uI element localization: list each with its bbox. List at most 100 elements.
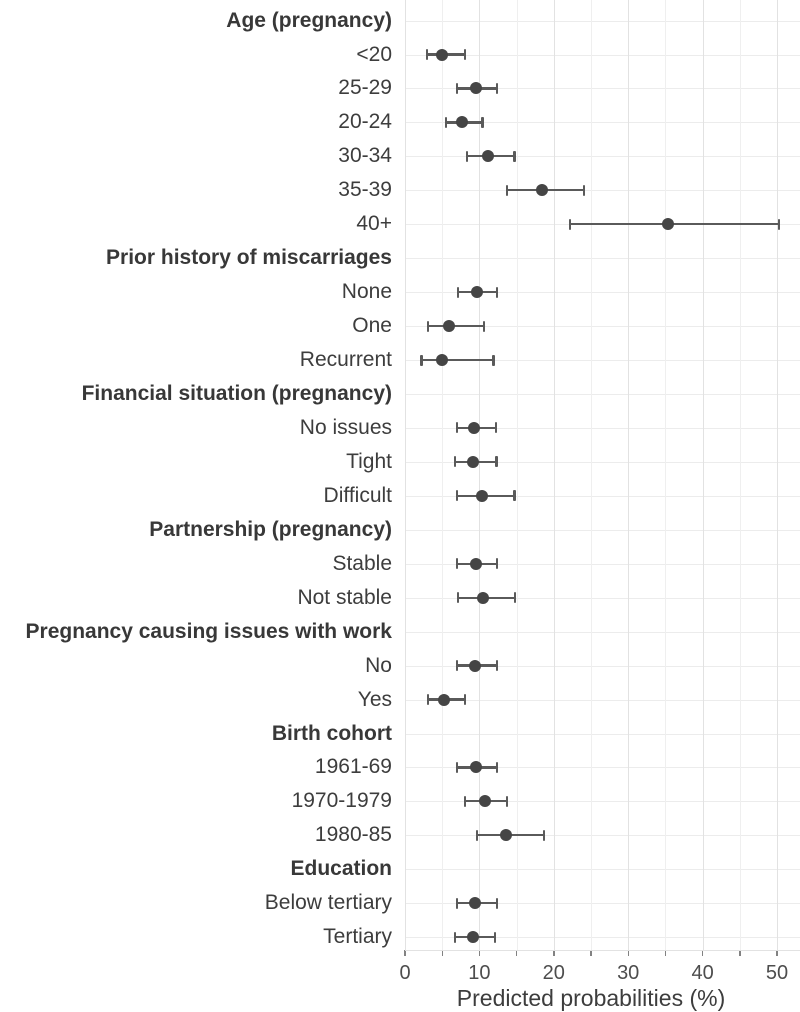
category-label: Difficult: [323, 483, 392, 507]
group-header-label: Birth cohort: [271, 721, 392, 745]
x-gridline-minor: [442, 0, 444, 950]
group-header-label: Education: [290, 857, 392, 881]
x-gridline-major: [479, 0, 481, 950]
category-label: 1970-1979: [291, 789, 392, 813]
point-estimate-dot: [470, 82, 483, 95]
ci-upper-cap: [494, 422, 497, 434]
ci-lower-cap: [456, 286, 459, 298]
ci-upper-cap: [496, 82, 499, 94]
ci-lower-cap: [476, 829, 479, 841]
group-header-label: Age (pregnancy): [226, 8, 392, 32]
ci-upper-cap: [496, 761, 499, 773]
ci-upper-cap: [496, 558, 499, 570]
group-header-label: Pregnancy causing issues with work: [25, 619, 392, 643]
ci-lower-cap: [455, 490, 459, 502]
point-estimate-dot: [467, 455, 480, 468]
category-label: Not stable: [297, 585, 392, 609]
row-gridline: [405, 937, 800, 939]
point-estimate-dot: [436, 48, 449, 61]
category-label: <20: [356, 42, 392, 66]
ci-lower-cap: [455, 82, 459, 94]
category-label: None: [341, 280, 392, 304]
row-gridline: [405, 54, 800, 56]
confidence-interval-line: [428, 324, 484, 328]
category-label: 40+: [356, 212, 392, 236]
ci-upper-cap: [464, 49, 467, 60]
group-header-label: Financial situation (pregnancy): [81, 382, 392, 406]
x-tick-mark: [701, 950, 704, 956]
ci-lower-cap: [455, 897, 459, 909]
point-estimate-dot: [436, 354, 449, 366]
point-estimate-dot: [477, 591, 490, 604]
row-gridline: [405, 733, 800, 735]
row-gridline: [405, 869, 800, 871]
x-tick-mark: [441, 950, 443, 956]
point-estimate-dot: [470, 557, 483, 570]
ci-upper-cap: [495, 456, 498, 468]
point-estimate-dot: [468, 421, 481, 434]
point-estimate-dot: [661, 218, 674, 231]
x-tick-mark: [553, 950, 555, 956]
category-label: 25-29: [338, 76, 392, 100]
ci-upper-cap: [496, 660, 499, 672]
ci-lower-cap: [455, 761, 459, 773]
ci-upper-cap: [492, 354, 495, 366]
category-label: Tight: [346, 449, 392, 473]
ci-upper-cap: [513, 490, 516, 502]
x-axis-line: [405, 950, 800, 951]
point-estimate-dot: [479, 795, 492, 808]
x-tick-mark: [478, 950, 481, 956]
row-gridline: [405, 394, 800, 395]
ci-lower-cap: [444, 116, 448, 128]
row-gridline: [405, 631, 800, 633]
row-gridline: [405, 767, 800, 769]
x-gridline-major: [628, 0, 630, 950]
point-estimate-dot: [456, 116, 469, 129]
ci-upper-cap: [513, 592, 517, 604]
point-estimate-dot: [468, 659, 481, 672]
ci-upper-cap: [583, 184, 586, 196]
row-gridline: [405, 190, 800, 192]
ci-lower-cap: [455, 558, 459, 570]
row-gridline: [405, 903, 800, 905]
ci-lower-cap: [505, 184, 509, 196]
ci-lower-cap: [455, 422, 459, 434]
ci-upper-cap: [464, 694, 467, 705]
category-label: Recurrent: [299, 348, 392, 372]
x-tick-mark: [776, 950, 778, 956]
ci-upper-cap: [481, 116, 484, 128]
category-label: No: [365, 653, 392, 677]
ci-lower-cap: [465, 150, 468, 162]
point-estimate-dot: [535, 184, 548, 197]
ci-lower-cap: [569, 218, 572, 230]
x-tick-label: 20: [542, 962, 565, 984]
x-tick-mark: [515, 950, 518, 956]
point-estimate-dot: [475, 489, 488, 502]
ci-lower-cap: [426, 694, 430, 705]
x-gridline-major: [702, 0, 704, 950]
ci-lower-cap: [464, 795, 467, 807]
group-header-label: Partnership (pregnancy): [149, 517, 392, 541]
x-tick-mark: [627, 950, 629, 956]
point-estimate-dot: [471, 286, 484, 299]
row-gridline: [405, 360, 800, 361]
category-label: One: [352, 314, 392, 338]
ci-lower-cap: [420, 354, 423, 366]
category-label: Below tertiary: [264, 891, 392, 915]
point-estimate-dot: [442, 320, 455, 333]
row-gridline: [405, 563, 800, 565]
x-gridline-major: [405, 0, 406, 950]
row-gridline: [405, 88, 800, 90]
row-gridline: [405, 292, 800, 294]
category-label: 1980-85: [314, 823, 392, 847]
point-estimate-dot: [470, 761, 483, 774]
category-label: 20-24: [338, 110, 392, 134]
ci-upper-cap: [496, 897, 499, 909]
x-tick-label: 0: [399, 962, 411, 984]
point-estimate-dot: [468, 897, 481, 910]
x-gridline-minor: [591, 0, 592, 950]
x-gridline-minor: [516, 0, 518, 950]
x-tick-label: 40: [691, 962, 714, 984]
category-label: Tertiary: [323, 925, 392, 949]
category-label: Yes: [357, 687, 392, 711]
